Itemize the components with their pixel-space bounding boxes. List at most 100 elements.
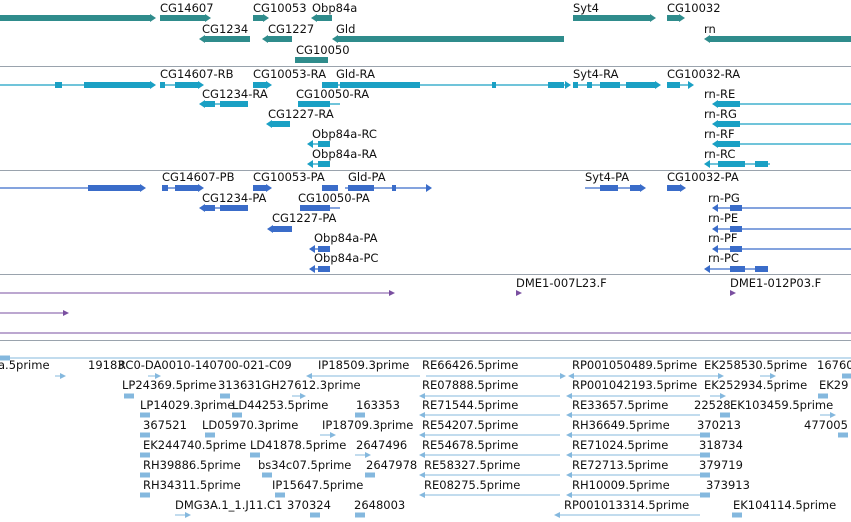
transcript-model-arrow[interactable]	[712, 120, 718, 128]
transcript-model-exon[interactable]	[718, 141, 740, 147]
est-arrow[interactable]	[300, 393, 306, 399]
protein-model-exon[interactable]	[630, 185, 640, 191]
transcript-model-exon[interactable]	[626, 82, 655, 88]
protein-model-exon[interactable]	[667, 185, 680, 191]
gene-glyph[interactable]	[317, 15, 332, 21]
est-arrow[interactable]	[566, 412, 572, 418]
clone-end-marker[interactable]	[730, 290, 736, 296]
ests-feature-label[interactable]: RE54678.5prime	[422, 438, 519, 452]
est-block[interactable]	[842, 373, 851, 379]
transcripts-feature-label[interactable]: rn-RC	[704, 147, 736, 161]
est-block[interactable]	[262, 472, 272, 478]
est-block[interactable]	[140, 452, 150, 458]
ests-feature-label[interactable]: 318734	[699, 438, 743, 452]
protein-model-arrow[interactable]	[198, 184, 204, 192]
ests-feature-label[interactable]: RE58327.5prime	[424, 458, 521, 472]
ests-feature-label[interactable]: RE07888.5prime	[422, 378, 519, 392]
transcript-model-arrow[interactable]	[565, 81, 571, 89]
transcript-model-exon[interactable]	[492, 82, 496, 88]
protein-model-arrow[interactable]	[426, 184, 432, 192]
genes-feature-label[interactable]: rn	[704, 22, 716, 36]
transcript-model-exon[interactable]	[573, 82, 578, 88]
est-block[interactable]	[355, 412, 365, 418]
est-block[interactable]	[140, 412, 150, 418]
protein-model-arrow[interactable]	[640, 184, 646, 192]
proteins-feature-label[interactable]: rn-PC	[708, 251, 739, 265]
ests-feature-label[interactable]: RE71024.5prime	[572, 438, 669, 452]
protein-model-arrow[interactable]	[680, 184, 686, 192]
est-block[interactable]	[205, 432, 215, 438]
ests-feature-label[interactable]: RH34311.5prime	[143, 478, 241, 492]
ests-feature-label[interactable]: 163353	[356, 398, 400, 412]
est-block[interactable]	[700, 452, 710, 458]
ests-feature-label[interactable]: 370213	[697, 418, 741, 432]
transcript-model-exon[interactable]	[718, 121, 740, 127]
ests-feature-label[interactable]: RH10009.5prime	[572, 478, 670, 492]
ests-feature-label[interactable]: RE33657.5prime	[572, 398, 669, 412]
est-arrow[interactable]	[419, 412, 425, 418]
proteins-feature-label[interactable]: rn-PE	[708, 211, 739, 225]
gene-arrow[interactable]	[263, 14, 269, 22]
ests-feature-label[interactable]: 2647978	[366, 458, 418, 472]
gene-arrow[interactable]	[262, 35, 268, 43]
est-arrow[interactable]	[566, 472, 572, 478]
protein-model-arrow[interactable]	[309, 265, 315, 273]
ests-feature-label[interactable]: EK244740.5prime	[143, 438, 247, 452]
est-arrow[interactable]	[419, 432, 425, 438]
ests-feature-label[interactable]: 370324	[287, 498, 331, 512]
transcript-model-arrow[interactable]	[712, 100, 718, 108]
protein-model-arrow[interactable]	[712, 245, 718, 253]
ests-feature-label[interactable]: RE72713.5prime	[572, 458, 669, 472]
clone-end-marker[interactable]	[516, 290, 522, 296]
est-block[interactable]	[220, 393, 230, 399]
ests-feature-label[interactable]: RP001042193.5prime	[572, 378, 698, 392]
protein-model-exon[interactable]	[730, 246, 742, 252]
est-block[interactable]	[355, 512, 365, 518]
transcript-model-exon[interactable]	[718, 101, 740, 107]
ests-feature-label[interactable]: RE54207.5prime	[422, 418, 519, 432]
protein-model-arrow[interactable]	[712, 225, 718, 233]
ests-feature-label[interactable]: 22528	[694, 398, 731, 412]
protein-model-exon[interactable]	[300, 205, 330, 211]
transcripts-feature-label[interactable]: Gld-RA	[336, 67, 375, 81]
transcript-model-exon[interactable]	[272, 121, 290, 127]
transcript-model-exon[interactable]	[340, 82, 420, 88]
ests-feature-label[interactable]: RE71544.5prime	[422, 398, 519, 412]
transcript-model-exon[interactable]	[253, 82, 266, 88]
transcripts-feature-label[interactable]: Obp84a-RA	[312, 147, 377, 161]
clone-arrow[interactable]	[63, 310, 69, 316]
est-block[interactable]	[838, 432, 848, 438]
est-arrow[interactable]	[365, 452, 371, 458]
est-block[interactable]	[310, 512, 320, 518]
gene-arrow[interactable]	[205, 14, 211, 22]
est-block[interactable]	[140, 472, 150, 478]
protein-model-exon[interactable]	[600, 185, 618, 191]
genes-feature-label[interactable]: CG10053	[253, 1, 307, 15]
gene-glyph[interactable]	[573, 15, 650, 21]
ests-feature-label[interactable]: 367521	[143, 418, 187, 432]
transcripts-feature-label[interactable]: Obp84a-RC	[312, 127, 377, 141]
clones-feature-label[interactable]: DME1-012P03.F	[730, 276, 822, 290]
est-block[interactable]	[700, 492, 710, 498]
est-arrow[interactable]	[419, 472, 425, 478]
transcript-model-exon[interactable]	[220, 101, 248, 107]
protein-model-exon[interactable]	[175, 185, 198, 191]
protein-model-arrow[interactable]	[712, 204, 718, 212]
ests-feature-label[interactable]: EK104114.5prime	[733, 498, 837, 512]
protein-model-arrow[interactable]	[140, 184, 146, 192]
transcripts-feature-label[interactable]: CG1234-RA	[202, 87, 268, 101]
transcript-model-arrow[interactable]	[307, 160, 313, 168]
transcript-model-exon[interactable]	[600, 82, 620, 88]
est-block[interactable]	[140, 432, 150, 438]
gene-arrow[interactable]	[332, 35, 338, 43]
gene-glyph[interactable]	[338, 36, 564, 42]
protein-model-exon[interactable]	[730, 205, 742, 211]
gene-arrow[interactable]	[311, 14, 317, 22]
protein-model-arrow[interactable]	[266, 184, 272, 192]
transcript-model-arrow[interactable]	[199, 100, 205, 108]
est-block[interactable]	[818, 393, 828, 399]
transcript-model-exon[interactable]	[205, 101, 215, 107]
genes-feature-label[interactable]: Gld	[336, 22, 356, 36]
protein-model-arrow[interactable]	[267, 225, 273, 233]
transcripts-feature-label[interactable]: CG1227-RA	[268, 107, 334, 121]
